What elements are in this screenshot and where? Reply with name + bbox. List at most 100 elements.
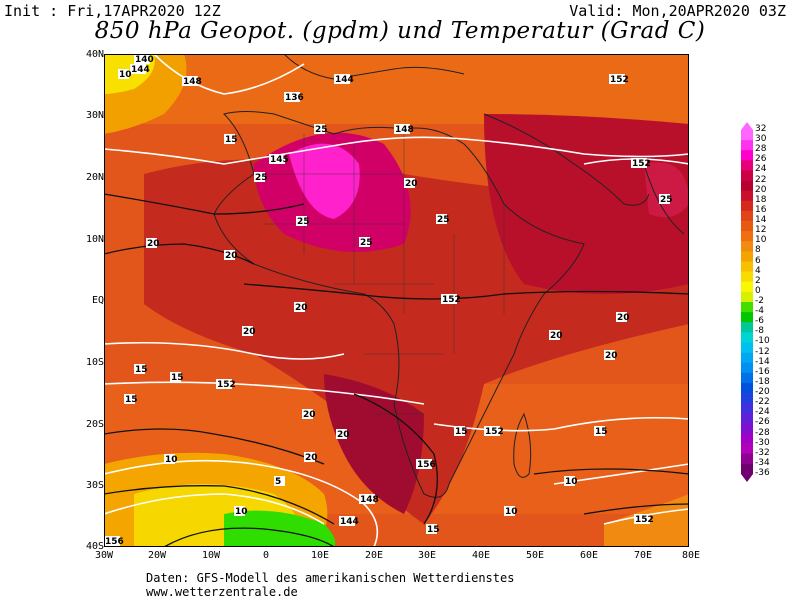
temp-label: 20 [305, 453, 318, 463]
temp-label: 10 [505, 507, 518, 517]
colorbar-swatch [741, 433, 753, 444]
colorbar-label: -2 [755, 296, 764, 306]
colorbar-label: -30 [755, 437, 770, 448]
colorbar-swatch [741, 393, 753, 404]
colorbar-label: 2 [755, 275, 761, 286]
label-box: 20 [294, 302, 308, 313]
geopot-label: 145 [270, 155, 289, 165]
label-box: 25 [254, 172, 268, 183]
colorbar-label: 8 [755, 245, 761, 256]
temp-label: 15 [125, 395, 138, 405]
contour-labels: 140 144 148 136 144 148 152 145 152 152 … [104, 54, 673, 547]
colorbar-label: 0 [755, 285, 761, 296]
label-box: 20 [604, 350, 618, 361]
geopot-label: 152 [610, 75, 629, 85]
label-box: 20 [549, 330, 563, 341]
lon-label: 40E [471, 550, 491, 561]
india-region [644, 162, 689, 218]
label-box: 10 [504, 506, 518, 517]
colorbar-label: 24 [755, 164, 767, 175]
colorbar-label: 22 [755, 174, 767, 185]
label-box: 148 [182, 76, 202, 87]
temp-label: 20 [147, 239, 160, 249]
label-box: 144 [130, 64, 150, 75]
colorbar-swatch [741, 190, 753, 202]
label-box: 144 [339, 516, 359, 527]
colorbar-label: -22 [755, 397, 770, 408]
temp-label: 20 [405, 179, 418, 189]
geopot-label: 152 [635, 515, 654, 525]
label-box: 15 [224, 134, 238, 145]
geopot-label: 144 [340, 517, 359, 527]
lat-label: 20N [85, 172, 104, 183]
lat-label: 40S [85, 541, 104, 552]
colorbar-label: 20 [755, 184, 767, 195]
label-box: 136 [284, 92, 304, 103]
colorbar-swatch [741, 312, 753, 323]
colorbar-bottom-arrow [741, 474, 753, 482]
colorbar-swatch [741, 362, 753, 374]
lon-label: 60E [579, 550, 599, 561]
label-box: 20 [404, 178, 418, 189]
label-box: 20 [616, 312, 630, 323]
geopot-label: 148 [183, 77, 202, 87]
lat-label: 30N [85, 110, 104, 121]
label-box: 140 [134, 54, 154, 65]
colorbar-label: 4 [755, 265, 761, 276]
cold-green-core [224, 510, 336, 547]
label-box: 15 [594, 426, 608, 437]
temp-label: 20 [295, 303, 308, 313]
label-box: 25 [296, 216, 310, 227]
lat-label: 30S [85, 480, 104, 491]
geopot-label: 144 [335, 75, 354, 85]
colorbar-swatch [741, 372, 753, 384]
colorbar-label: 28 [755, 144, 767, 155]
colorbar-label: -8 [755, 326, 764, 337]
label-box: 152 [441, 294, 461, 305]
temp-label: 15 [455, 427, 468, 437]
temp-label: 15 [135, 365, 148, 375]
colorbar-swatch [741, 342, 753, 353]
geopot-label: 152 [485, 427, 504, 437]
ocean-north-band [104, 54, 689, 124]
colorbar-swatch [741, 261, 753, 272]
website: www.wetterzentrale.de [146, 585, 298, 599]
colorbar-swatch [741, 180, 753, 192]
colorbar-swatch [741, 140, 753, 151]
colorbar-swatch [741, 352, 753, 364]
colorbar-label: -28 [755, 427, 770, 438]
geopot-label: 148 [360, 495, 379, 505]
colorbar-label: 10 [755, 235, 767, 246]
colorbar-swatch [741, 332, 753, 343]
coastlines [213, 54, 685, 498]
colorbar-label: -12 [755, 346, 770, 357]
temp-label: 20 [225, 251, 238, 261]
label-box: 20 [146, 238, 160, 249]
colorbar-label: -4 [755, 306, 764, 317]
temp-label: 25 [315, 125, 328, 135]
label-box: 10 [164, 454, 178, 465]
label-box: 15 [134, 364, 148, 375]
colorbar-swatch [741, 221, 753, 232]
data-source: Daten: GFS-Modell des amerikanischen Wet… [146, 571, 515, 585]
colorbar-swatch [741, 210, 753, 222]
geopot-label: 136 [285, 93, 304, 103]
geopot-label: 152 [217, 380, 236, 390]
hot-southern-africa [324, 374, 424, 514]
geopot-label: 156 [105, 537, 124, 547]
label-box: 144 [334, 74, 354, 85]
colorbar-swatch [741, 281, 753, 293]
colorbar-swatch [741, 200, 753, 212]
weather-map[interactable]: 140 144 148 136 144 148 152 145 152 152 … [104, 54, 689, 547]
lon-label: 50E [525, 550, 545, 561]
colorbar-swatch [741, 453, 753, 465]
temp-label: 15 [595, 427, 608, 437]
label-box: 156 [416, 459, 436, 470]
temp-label: 15 [427, 525, 440, 535]
temp-label: 10 [165, 455, 178, 465]
colorbar-swatch [741, 130, 753, 141]
map-frame [104, 54, 689, 547]
label-box: 20 [336, 429, 350, 440]
label-box: 20 [242, 326, 256, 337]
colorbar-label: 18 [755, 194, 767, 205]
